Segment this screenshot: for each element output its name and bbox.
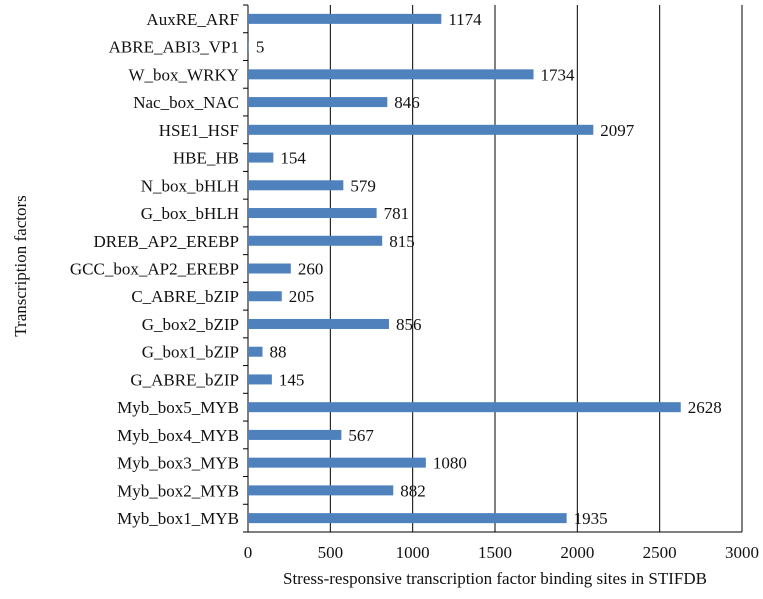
bars <box>248 13 681 524</box>
category-label: N_box_bHLH <box>141 176 239 195</box>
bar <box>248 346 263 357</box>
category-label: Myb_box4_MYB <box>117 426 239 445</box>
category-label: C_ABRE_bZIP <box>131 287 239 306</box>
bar <box>248 152 274 163</box>
data-label: 5 <box>256 38 265 57</box>
data-label: 882 <box>400 481 426 500</box>
category-label: G_box2_bZIP <box>142 315 239 334</box>
gridlines <box>243 4 743 533</box>
x-tick-label: 2000 <box>560 543 594 562</box>
bar <box>248 374 272 385</box>
category-label: G_ABRE_bZIP <box>130 370 239 389</box>
bar <box>248 429 342 440</box>
bar <box>248 318 389 329</box>
x-tick-label: 0 <box>244 543 253 562</box>
bar <box>248 457 426 468</box>
category-label: Myb_box1_MYB <box>117 509 239 528</box>
data-label: 260 <box>298 260 324 279</box>
category-label: Myb_box3_MYB <box>117 454 239 473</box>
category-labels: AuxRE_ARF ABRE_ABI3_VP1 W_box_WRKY Nac_box_… <box>70 10 239 528</box>
category-label: W_box_WRKY <box>129 65 239 84</box>
data-label: 88 <box>269 343 286 362</box>
bar <box>248 69 534 80</box>
data-label: 1734 <box>541 65 576 84</box>
x-tick-label: 3000 <box>725 543 759 562</box>
x-tick-label: 1500 <box>478 543 512 562</box>
data-label: 579 <box>350 176 376 195</box>
y-axis-title: Transcription factors <box>11 195 30 337</box>
category-label: HBE_HB <box>173 149 239 168</box>
category-label: Nac_box_NAC <box>133 93 239 112</box>
x-tick-label: 2500 <box>643 543 677 562</box>
data-label: 781 <box>384 204 410 223</box>
x-axis-title: Stress-responsive transcription factor b… <box>283 569 707 588</box>
data-label: 1174 <box>448 10 482 29</box>
bar <box>248 13 442 24</box>
bar <box>248 97 388 108</box>
data-label: 1080 <box>433 454 467 473</box>
bar <box>248 124 594 135</box>
bar <box>248 291 282 302</box>
data-label: 145 <box>279 370 305 389</box>
category-label: GCC_box_AP2_EREBP <box>70 260 239 279</box>
bar <box>248 208 377 219</box>
x-tick-label: 500 <box>318 543 344 562</box>
category-label: DREB_AP2_EREBP <box>94 232 239 251</box>
data-label: 205 <box>289 287 315 306</box>
x-tick-label: 1000 <box>396 543 430 562</box>
data-label: 856 <box>396 315 422 334</box>
category-label: Myb_box2_MYB <box>117 481 239 500</box>
x-tick-labels: 0 500 1000 1500 2000 2500 3000 <box>244 543 759 562</box>
data-label: 846 <box>394 93 420 112</box>
data-label: 567 <box>348 426 374 445</box>
data-label: 154 <box>280 149 306 168</box>
bar <box>248 402 681 413</box>
category-label: G_box_bHLH <box>141 204 239 223</box>
bar <box>248 180 344 191</box>
bar <box>248 235 383 246</box>
data-labels: 1174 5 1734 846 2097 154 579 781 815 260 205 856 88 1… <box>256 10 722 528</box>
bar <box>248 513 567 524</box>
data-label: 2097 <box>600 121 635 140</box>
bar <box>248 485 394 496</box>
category-label: HSE1_HSF <box>159 121 239 140</box>
category-label: Myb_box5_MYB <box>117 398 239 417</box>
data-label: 1935 <box>574 509 608 528</box>
bar <box>248 263 291 274</box>
data-label: 815 <box>389 232 415 251</box>
category-label: AuxRE_ARF <box>146 10 239 29</box>
category-label: ABRE_ABI3_VP1 <box>109 38 239 57</box>
bar <box>248 41 249 52</box>
data-label: 2628 <box>688 398 722 417</box>
category-label: G_box1_bZIP <box>142 343 239 362</box>
